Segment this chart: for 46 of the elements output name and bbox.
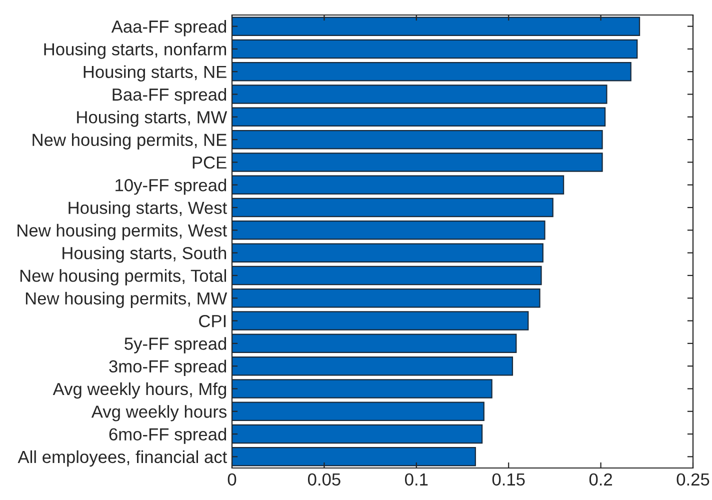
y-tick-label: Housing starts, nonfarm xyxy=(44,42,226,59)
y-tick-label: 10y-FF spread xyxy=(116,178,226,195)
bar xyxy=(232,356,514,376)
bar xyxy=(232,39,638,59)
bar xyxy=(232,84,608,104)
bar xyxy=(232,16,640,36)
bar xyxy=(232,288,540,308)
bar xyxy=(232,266,542,286)
y-tick-label: Housing starts, MW xyxy=(77,110,228,127)
x-tick-label: 0.05 xyxy=(308,473,340,486)
bar xyxy=(232,107,606,127)
bar xyxy=(232,402,484,421)
x-tick-label: 0.1 xyxy=(405,473,428,486)
y-tick-label: Avg weekly hours, Mfg xyxy=(52,382,226,399)
y-tick-label: Housing starts, West xyxy=(68,201,228,218)
y-tick-label: New housing permits, Total xyxy=(20,269,226,286)
bar xyxy=(232,175,564,194)
bar xyxy=(232,198,554,218)
bar xyxy=(232,220,546,240)
bar xyxy=(232,424,483,444)
bar xyxy=(232,243,544,262)
y-tick-label: All employees, financial act xyxy=(18,450,228,467)
y-tick-label: Avg weekly hours xyxy=(91,405,227,422)
y-tick-label: 6mo-FF spread xyxy=(109,428,226,444)
bar xyxy=(232,334,517,354)
y-tick-label: PCE xyxy=(192,156,226,169)
y-tick-label: 3mo-FF spread xyxy=(109,360,226,376)
y-tick-label: New housing permits, MW xyxy=(26,292,228,308)
x-tick-label: 0.15 xyxy=(492,473,525,486)
y-tick-label: Housing starts, NE xyxy=(84,65,226,82)
y-tick-label: New housing permits, West xyxy=(18,224,228,240)
bar xyxy=(232,379,492,398)
bar xyxy=(232,130,603,150)
x-tick-label: 0 xyxy=(228,473,236,486)
bar xyxy=(232,447,476,466)
y-tick-label: Aaa-FF spread xyxy=(111,20,226,36)
y-tick-label: CPI xyxy=(199,314,226,328)
bar xyxy=(232,152,603,172)
bar xyxy=(232,311,529,330)
x-tick-label: 0.2 xyxy=(589,473,612,486)
bar xyxy=(232,62,632,82)
y-tick-label: Housing starts, South xyxy=(62,246,226,263)
y-tick-label: New housing permits, NE xyxy=(32,133,226,150)
x-tick-label: 0.25 xyxy=(676,473,710,486)
y-tick-label: Baa-FF spread xyxy=(112,88,226,104)
y-tick-label: 5y-FF spread xyxy=(124,337,226,354)
